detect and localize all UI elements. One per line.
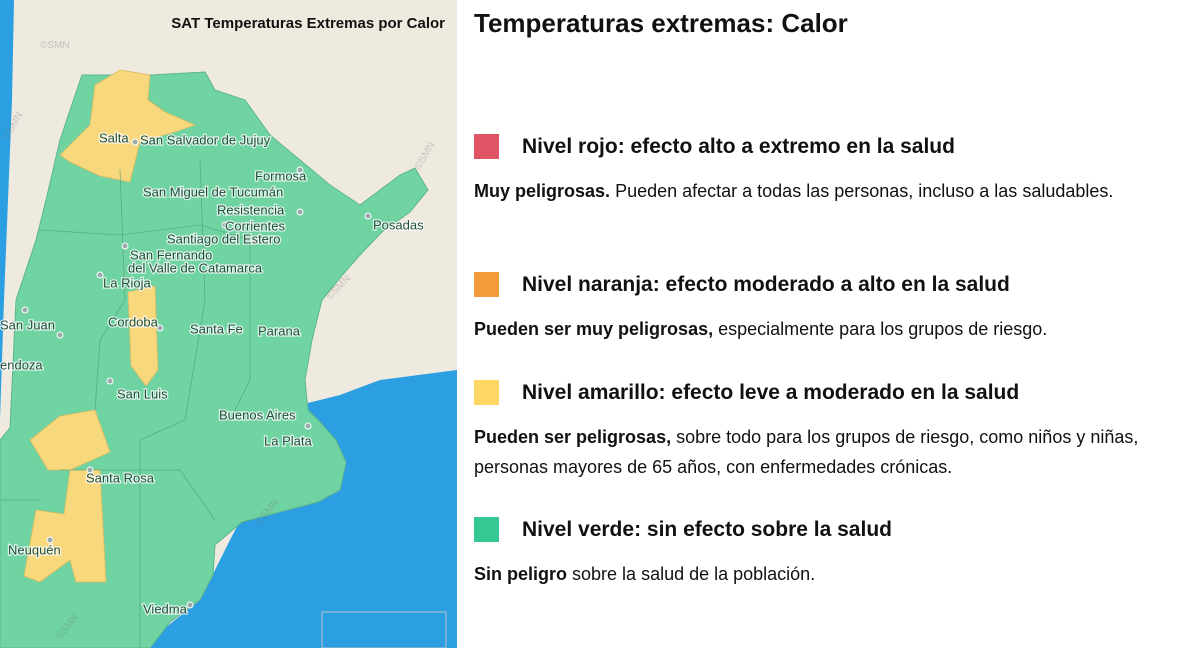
city-label: San Luis xyxy=(117,386,168,401)
city-label: Santa Rosa xyxy=(86,470,155,485)
level-heading: Nivel rojo: efecto alto a extremo en la … xyxy=(522,135,955,158)
city-label: La Plata xyxy=(264,433,312,448)
map-title: SAT Temperaturas Extremas por Calor xyxy=(171,15,445,32)
map: SAT Temperaturas Extremas por Calor ©SMN… xyxy=(0,0,457,648)
city-dot xyxy=(296,208,304,216)
city-label: San Juan xyxy=(0,317,55,332)
city-label: Parana xyxy=(258,323,301,338)
city-label: Cordoba xyxy=(108,314,159,329)
city-dot xyxy=(216,188,224,196)
panel-title: Temperaturas extremas: Calor xyxy=(474,8,848,38)
province-borders xyxy=(0,159,251,648)
city-dot xyxy=(121,242,129,250)
city-dot xyxy=(106,377,114,385)
legend-panel: Temperaturas extremas: Calor Nivel rojo:… xyxy=(457,0,1200,648)
city-label: Resistencia xyxy=(217,202,285,217)
city-dot xyxy=(221,221,229,229)
level-heading: Nivel verde: sin efecto sobre la salud xyxy=(522,518,892,541)
level-text: sobre la salud de la población. xyxy=(572,564,816,584)
city-label: endoza xyxy=(0,357,43,372)
atlantic-ocean xyxy=(140,370,457,648)
city-dot xyxy=(86,466,94,474)
city-dot xyxy=(226,326,234,334)
level-heading: Nivel amarillo: efecto leve a moderado e… xyxy=(522,381,1020,404)
city-label: Buenos Aires xyxy=(219,407,296,422)
level-swatch xyxy=(474,517,499,542)
city-dot xyxy=(186,601,194,609)
city-dot xyxy=(96,271,104,279)
city-dot xyxy=(156,324,164,332)
level-text: Pueden afectar a todas las personas, inc… xyxy=(615,181,1114,201)
city-label: Santa Fe xyxy=(190,321,243,336)
level-description: Pueden ser peligrosas, sobre todo para l… xyxy=(474,422,1164,482)
level-description: Muy peligrosas. Pueden afectar a todas l… xyxy=(474,176,1164,206)
city-dot xyxy=(131,138,139,146)
city-dot xyxy=(251,237,259,245)
city-dot xyxy=(46,536,54,544)
city-label: San Miguel de Tucumán xyxy=(143,184,283,199)
level-description: Sin peligro sobre la salud de la poblaci… xyxy=(474,559,1164,589)
level-emphasis: Pueden ser peligrosas, xyxy=(474,427,672,447)
city-label: La Rioja xyxy=(103,275,151,290)
city-label: San Fernando xyxy=(130,247,212,262)
inset-frame xyxy=(321,611,447,648)
city-label: Viedma xyxy=(143,601,188,616)
city-dot xyxy=(364,212,372,220)
city-label: Formosa xyxy=(255,168,307,183)
city-label: del Valle de Catamarca xyxy=(128,260,263,275)
level-heading: Nivel naranja: efecto moderado a alto en… xyxy=(522,273,1010,296)
pacific-ocean xyxy=(0,0,14,420)
city-label: San Salvador de Jujuy xyxy=(140,132,271,147)
city-dot xyxy=(304,422,312,430)
city-label: Corrientes xyxy=(225,218,285,233)
city-label: Posadas xyxy=(373,217,424,232)
level-swatch xyxy=(474,380,499,405)
level-description: Pueden ser muy peligrosas, especialmente… xyxy=(474,314,1164,344)
city-dot xyxy=(21,306,29,314)
level-emphasis: Sin peligro xyxy=(474,564,568,584)
yellow-zones xyxy=(23,69,197,583)
level-text: especialmente para los grupos de riesgo. xyxy=(718,319,1048,339)
watermark: ©SMN xyxy=(40,40,70,51)
level-swatch xyxy=(474,134,499,159)
argentina-green xyxy=(0,71,429,648)
city-dot xyxy=(56,331,64,339)
level-text: sobre todo para los grupos de riesgo, co… xyxy=(474,427,1139,477)
city-label: Salta xyxy=(99,130,129,145)
city-label: Santiago del Estero xyxy=(167,231,280,246)
city-label: Neuquén xyxy=(8,542,61,557)
level-emphasis: Muy peligrosas. xyxy=(474,181,611,201)
level-emphasis: Pueden ser muy peligrosas, xyxy=(474,319,714,339)
city-dot xyxy=(296,166,304,174)
level-swatch xyxy=(474,272,499,297)
